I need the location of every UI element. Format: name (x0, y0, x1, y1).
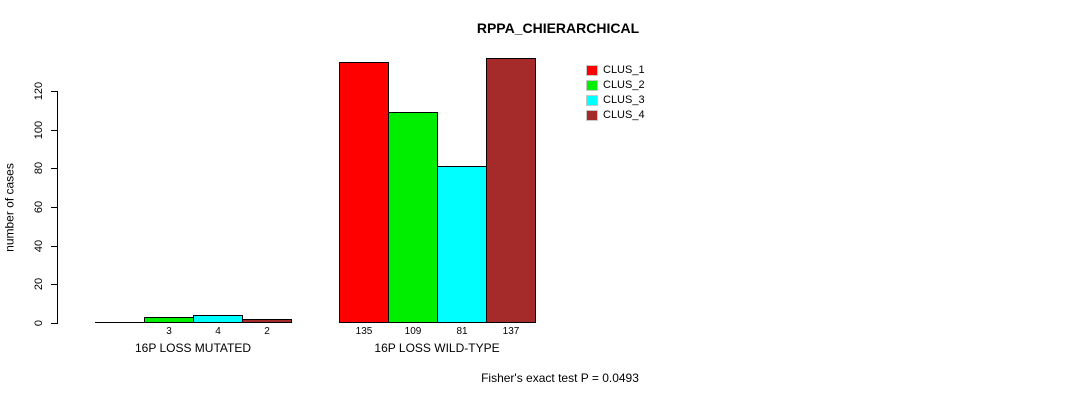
y-tick-label: 60 (33, 200, 45, 214)
legend-item-clus_4: CLUS_4 (586, 108, 645, 123)
bar-clus_1-1 (95, 322, 145, 323)
legend-label: CLUS_2 (603, 79, 645, 91)
group-label-1: 16P LOSS MUTATED (134, 341, 252, 355)
y-tick-label: 40 (33, 239, 45, 253)
legend-swatch-icon (586, 65, 598, 76)
bar-clus_4-2 (486, 58, 536, 323)
bar-value-label: 137 (502, 326, 520, 337)
y-tick-mark (51, 284, 57, 285)
y-tick-mark (51, 246, 57, 247)
y-axis-label: number of cases (2, 163, 17, 252)
bar-clus_2-2 (388, 112, 438, 323)
stat-annotation: Fisher's exact test P = 0.0493 (481, 371, 639, 385)
bar-clus_3-2 (437, 166, 487, 323)
bar-clus_4-1 (242, 319, 292, 323)
y-tick-mark (51, 207, 57, 208)
bar-value-label: 2 (264, 326, 270, 337)
group-label-2: 16P LOSS WILD-TYPE (374, 341, 500, 355)
legend-item-clus_3: CLUS_3 (586, 93, 645, 108)
bar-value-label: 135 (355, 326, 373, 337)
y-tick-mark (51, 91, 57, 92)
legend-item-clus_2: CLUS_2 (586, 78, 645, 93)
chart-title: RPPA_CHIERARCHICAL (476, 20, 640, 36)
legend-swatch-icon (586, 95, 598, 106)
bar-clus_2-1 (144, 317, 194, 323)
y-tick-label: 80 (33, 161, 45, 175)
y-tick-label: 20 (33, 277, 45, 291)
legend-swatch-icon (586, 80, 598, 91)
legend-swatch-icon (586, 110, 598, 121)
bar-value-label: 3 (166, 326, 172, 337)
legend-label: CLUS_1 (603, 64, 645, 76)
legend: CLUS_1 CLUS_2 CLUS_3 CLUS_4 (586, 63, 645, 123)
y-axis-line (57, 91, 58, 324)
legend-item-clus_1: CLUS_1 (586, 63, 645, 78)
y-tick-mark (51, 323, 57, 324)
y-tick-mark (51, 168, 57, 169)
bar-clus_1-2 (339, 62, 389, 323)
legend-label: CLUS_3 (603, 94, 645, 106)
bar-value-label: 81 (456, 326, 468, 337)
legend-label: CLUS_4 (603, 109, 645, 121)
y-tick-mark (51, 130, 57, 131)
y-tick-label: 120 (33, 81, 45, 101)
bar-value-label: 4 (215, 326, 221, 337)
bar-clus_3-1 (193, 315, 243, 323)
bar-value-label: 109 (404, 326, 422, 337)
y-tick-label: 0 (33, 319, 45, 327)
y-tick-label: 100 (33, 120, 45, 140)
